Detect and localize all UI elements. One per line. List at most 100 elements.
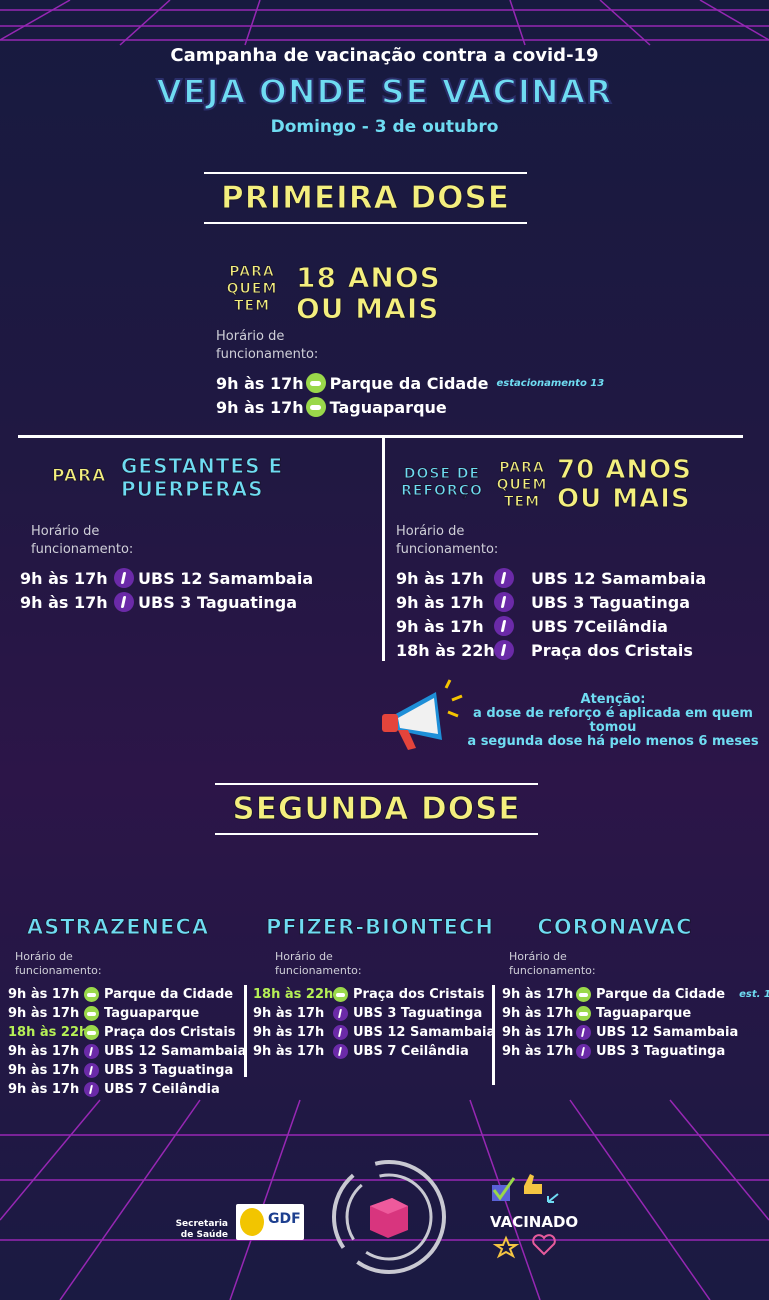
- hours-line: Horário de: [396, 524, 465, 539]
- walk-icon: [84, 1063, 99, 1078]
- time: 9h às 17h: [20, 592, 108, 612]
- place: UBS 12 Samambaia: [138, 568, 314, 588]
- place: Parque da Cidade: [329, 373, 489, 393]
- time: 9h às 17h: [396, 592, 484, 612]
- entry: 9h às 17h Parque da Cidade estacionamento …: [216, 371, 604, 395]
- car-icon: [576, 1006, 591, 1021]
- time: 9h às 17h: [8, 987, 80, 1002]
- car-icon: [333, 987, 348, 1002]
- entries: 9h às 17h Parque da Cidade estacionamento …: [216, 371, 604, 419]
- entries: 9h às 17h UBS 12 Samambaia 9h às 17h UBS 3…: [20, 566, 313, 614]
- entry: 9h às 17h Taguaparque: [502, 1004, 769, 1023]
- entry: 9h às 17h UBS 3 Taguatinga: [20, 590, 313, 614]
- secretaria-line: Secretaria: [175, 1219, 228, 1229]
- section-heading: SEGUNDA DOSE: [215, 783, 538, 835]
- section-heading: PRIMEIRA DOSE: [204, 172, 527, 224]
- gdf-emblem: [240, 1208, 264, 1236]
- prefix-line: PARA: [229, 264, 275, 281]
- time: 9h às 17h: [253, 1006, 325, 1021]
- place: Taguaparque: [104, 1006, 200, 1021]
- hours-line: funcionamento:: [15, 964, 102, 977]
- secretaria-line: de Saúde: [180, 1230, 228, 1240]
- time: 9h às 17h: [253, 1044, 325, 1059]
- vacinado: VACINADO: [490, 1213, 579, 1231]
- walk-icon: [333, 1044, 348, 1059]
- place: Praça dos Cristais: [104, 1025, 236, 1040]
- time: 9h às 17h: [216, 373, 304, 393]
- place: Parque da Cidade: [596, 987, 726, 1002]
- hours-label: Horário de funcionamento:: [396, 523, 498, 559]
- entry: 9h às 17h UBS 12 Samambaia: [396, 566, 706, 590]
- walk-icon: [84, 1044, 99, 1059]
- subtitle: Campanha de vacinação contra a covid-19: [170, 45, 599, 66]
- hours-line: Horário de: [216, 329, 285, 344]
- group-label: 18 ANOS OU MAIS: [296, 262, 441, 325]
- prefix-line: QUEM: [226, 281, 278, 298]
- place: UBS 3 Taguatinga: [353, 1006, 483, 1021]
- time: 9h às 17h: [8, 1006, 80, 1021]
- hours-line: Horário de: [15, 950, 73, 963]
- prefix-line: TEM: [503, 494, 541, 511]
- hours-line: Horário de: [31, 524, 100, 539]
- time: 9h às 17h: [502, 1044, 574, 1059]
- time: 9h às 17h: [502, 1006, 574, 1021]
- time: 9h às 17h: [396, 616, 484, 636]
- entry: 9h às 17h UBS 12 Samambaia: [8, 1042, 246, 1061]
- label-line: OU MAIS: [557, 484, 691, 514]
- entry: 9h às 17h UBS 12 Samambaia: [502, 1023, 769, 1042]
- walk-icon: [333, 1006, 348, 1021]
- hours-label: Horário de funcionamento:: [509, 950, 596, 978]
- place: UBS 12 Samambaia: [531, 568, 707, 588]
- note: est. 13: [739, 989, 769, 1000]
- prefix-line: QUEM: [496, 477, 548, 494]
- place: Taguaparque: [329, 397, 447, 417]
- hours-label: Horário de funcionamento:: [275, 950, 362, 978]
- place: UBS 7Ceilândia: [531, 616, 668, 636]
- place: UBS 3 Taguatinga: [104, 1063, 234, 1078]
- entry: 9h às 17h UBS 12 Samambaia: [20, 566, 313, 590]
- car-icon: [305, 373, 326, 393]
- entry: 18h às 22h Praça dos Cristais: [8, 1023, 246, 1042]
- group-label: 70 ANOS OU MAIS: [557, 455, 692, 514]
- entry: 9h às 17h Parque da Cidade est. 13: [502, 985, 769, 1004]
- place: UBS 12 Samambaia: [104, 1044, 247, 1059]
- date: Domingo - 3 de outubro: [270, 117, 499, 137]
- entry: 9h às 17h UBS 12 Samambaia: [253, 1023, 495, 1042]
- gdf-text: GDF: [268, 1211, 301, 1227]
- entry: 9h às 17h Taguaparque: [216, 395, 604, 419]
- attention: Atenção: a dose de reforço é aplicada em…: [458, 693, 768, 749]
- label-line: OU MAIS: [296, 292, 440, 325]
- place: UBS 12 Samambaia: [596, 1025, 739, 1040]
- time: 9h às 17h: [8, 1044, 80, 1059]
- group-label: GESTANTES E PUERPERAS: [120, 454, 283, 501]
- place: Praça dos Cristais: [531, 640, 693, 660]
- entry: 9h às 17h UBS 7Ceilândia: [396, 614, 706, 638]
- hours-line: Horário de: [509, 950, 567, 963]
- walk-icon: [576, 1044, 591, 1059]
- walk-icon: [114, 592, 134, 612]
- dose-line: DOSE DE: [403, 466, 481, 483]
- place: UBS 12 Samambaia: [353, 1025, 496, 1040]
- car-icon: [84, 1025, 99, 1040]
- divider: [18, 435, 743, 438]
- time: 9h às 17h: [502, 1025, 574, 1040]
- time: 18h às 22h: [253, 987, 334, 1002]
- hours-line: funcionamento:: [275, 964, 362, 977]
- divider: [244, 985, 247, 1077]
- hours-label: Horário de funcionamento:: [31, 523, 133, 559]
- column-title: CORONAVAC: [537, 915, 693, 940]
- divider: [492, 985, 495, 1085]
- entry: 9h às 17h UBS 7 Ceilândia: [253, 1042, 495, 1061]
- place: Parque da Cidade: [104, 987, 234, 1002]
- entry: 9h às 17h UBS 3 Taguatinga: [8, 1061, 246, 1080]
- walk-icon: [333, 1025, 348, 1040]
- center-logo: [332, 1160, 446, 1274]
- walk-icon: [494, 568, 514, 588]
- attention-title: Atenção:: [580, 692, 646, 707]
- entries: 9h às 17h UBS 12 Samambaia 9h às 17h UBS 3…: [396, 566, 706, 662]
- entry: 18h às 22h Praça dos Cristais: [396, 638, 706, 662]
- time: 9h às 17h: [216, 397, 304, 417]
- time: 18h às 22h: [8, 1025, 89, 1040]
- label-line: 70 ANOS: [557, 455, 692, 485]
